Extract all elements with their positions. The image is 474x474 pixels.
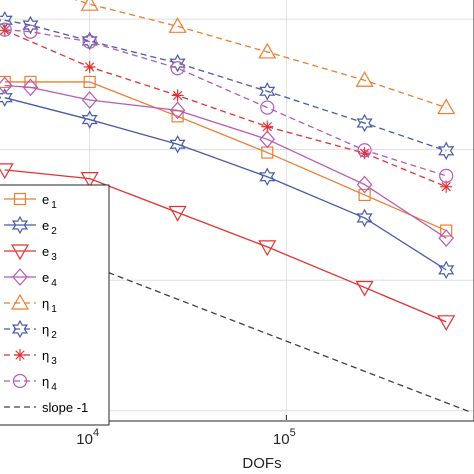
legend-marker xyxy=(10,244,30,261)
legend-marker xyxy=(13,192,27,206)
data-point xyxy=(259,167,276,187)
data-point xyxy=(358,188,371,202)
data-point xyxy=(438,141,455,161)
series-line xyxy=(4,169,447,323)
data-point xyxy=(80,172,99,188)
x-axis: 104 105 xyxy=(76,415,296,448)
legend-marker xyxy=(11,319,29,339)
legend-marker xyxy=(14,349,26,361)
x-tick-label: 104 xyxy=(76,427,99,448)
data-point xyxy=(258,240,277,257)
data-point xyxy=(440,224,453,237)
data-point xyxy=(168,205,187,222)
data-point xyxy=(357,143,372,158)
data-point xyxy=(356,208,373,228)
data-point xyxy=(437,98,456,115)
data-point xyxy=(169,101,186,120)
data-point xyxy=(0,76,13,95)
data-point xyxy=(259,130,276,149)
legend-entry-label: slope -1 xyxy=(42,400,88,415)
legend-marker xyxy=(11,215,29,235)
data-point xyxy=(260,100,275,115)
data-point xyxy=(23,24,38,39)
data-point xyxy=(259,81,276,101)
data-point xyxy=(81,31,98,51)
data-point xyxy=(81,91,98,109)
data-point xyxy=(0,75,11,89)
data-point xyxy=(355,280,374,297)
series-line xyxy=(4,84,447,239)
series-line xyxy=(4,29,447,188)
x-axis-label: DOFs xyxy=(242,455,281,472)
plot-frame xyxy=(0,0,474,422)
x-tick-label: 105 xyxy=(273,427,296,448)
data-point xyxy=(81,110,98,129)
data-point xyxy=(438,229,455,248)
data-point xyxy=(0,24,11,37)
data-point xyxy=(358,147,371,160)
data-point xyxy=(168,17,187,33)
data-point xyxy=(169,134,186,154)
series-line xyxy=(4,19,447,152)
data-point xyxy=(80,0,99,11)
data-point xyxy=(0,88,13,107)
data-point xyxy=(261,120,274,133)
series-layer xyxy=(0,0,471,413)
data-point xyxy=(83,60,96,73)
legend-marker xyxy=(12,268,28,286)
data-point xyxy=(22,15,39,35)
legend: e 1 e 2 e 3 e 4 η 1 η 2 η 3 η 4 slope -1 xyxy=(0,184,110,426)
data-point xyxy=(82,34,97,49)
series-line xyxy=(89,264,471,413)
data-point xyxy=(83,75,96,89)
series-line xyxy=(4,29,447,177)
data-point xyxy=(356,113,373,133)
series-line xyxy=(4,97,447,271)
data-point xyxy=(258,42,277,59)
data-point xyxy=(0,22,12,37)
data-point xyxy=(437,315,456,332)
legend-marker xyxy=(12,373,28,389)
data-point xyxy=(171,89,184,102)
data-point xyxy=(355,71,374,87)
data-point xyxy=(22,78,39,97)
data-point xyxy=(356,175,373,194)
data-point xyxy=(439,168,454,183)
data-point xyxy=(438,260,455,280)
legend-marker xyxy=(10,293,30,310)
data-point xyxy=(169,53,186,73)
series-line xyxy=(4,81,447,232)
data-point xyxy=(0,163,14,180)
data-point xyxy=(170,61,185,76)
